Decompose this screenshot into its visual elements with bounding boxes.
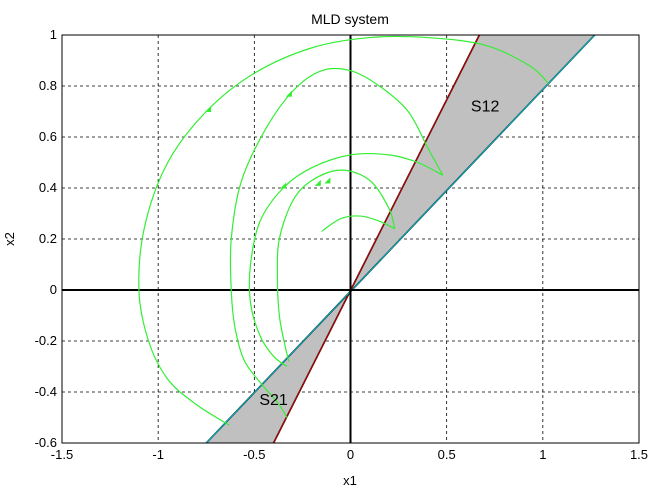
arrowhead-0 (205, 105, 212, 112)
x-axis-label: x1 (343, 473, 357, 488)
zero-axes (62, 35, 639, 443)
x-tick-label-4: 0.5 (438, 447, 456, 462)
y-tick-label-4: 0.2 (39, 231, 57, 246)
y-tick-label-0: -0.6 (35, 435, 57, 450)
y-axis-label: x2 (2, 232, 17, 246)
chart-title: MLD system (311, 11, 389, 27)
arrowhead-3 (280, 182, 287, 189)
region-labels: S12 S21 (259, 99, 499, 409)
x-tick-label-1: -1 (152, 447, 164, 462)
y-tick-label-7: 0.8 (39, 78, 57, 93)
trajectory-1 (229, 67, 444, 418)
x-tick-label-0: -1.5 (51, 447, 73, 462)
x-tick-labels: -1.5 -1 -0.5 0 0.5 1 1.5 (51, 447, 648, 462)
y-tick-label-5: 0.4 (39, 180, 57, 195)
x-tick-label-2: -0.5 (243, 447, 265, 462)
boundary-line-0 (273, 34, 480, 444)
region-label-s21: S21 (259, 392, 288, 409)
y-tick-labels: -0.6 -0.4 -0.2 0 0.2 0.4 0.6 0.8 1 (35, 27, 57, 450)
y-tick-label-8: 1 (50, 27, 57, 42)
arrowhead-2 (285, 90, 292, 97)
boundary-lines (205, 34, 596, 444)
y-tick-label-3: 0 (50, 282, 57, 297)
trajectory-4 (321, 215, 396, 232)
trajectory-3 (276, 169, 396, 362)
y-tick-label-1: -0.4 (35, 384, 57, 399)
trajectory-2 (248, 152, 444, 367)
arrowheads (205, 90, 331, 189)
trajectories (138, 35, 550, 426)
trajectory-0 (138, 35, 550, 426)
region-label-s12: S12 (471, 99, 500, 116)
y-tick-label-2: -0.2 (35, 333, 57, 348)
plot-frame (61, 34, 640, 444)
arrowhead-4 (324, 177, 331, 184)
y-tick-label-6: 0.6 (39, 129, 57, 144)
x-tick-label-5: 1 (539, 447, 546, 462)
arrowhead-1 (314, 179, 321, 186)
x-tick-label-3: 0 (347, 447, 354, 462)
boundary-line-1 (205, 34, 596, 444)
x-tick-label-6: 1.5 (630, 447, 648, 462)
